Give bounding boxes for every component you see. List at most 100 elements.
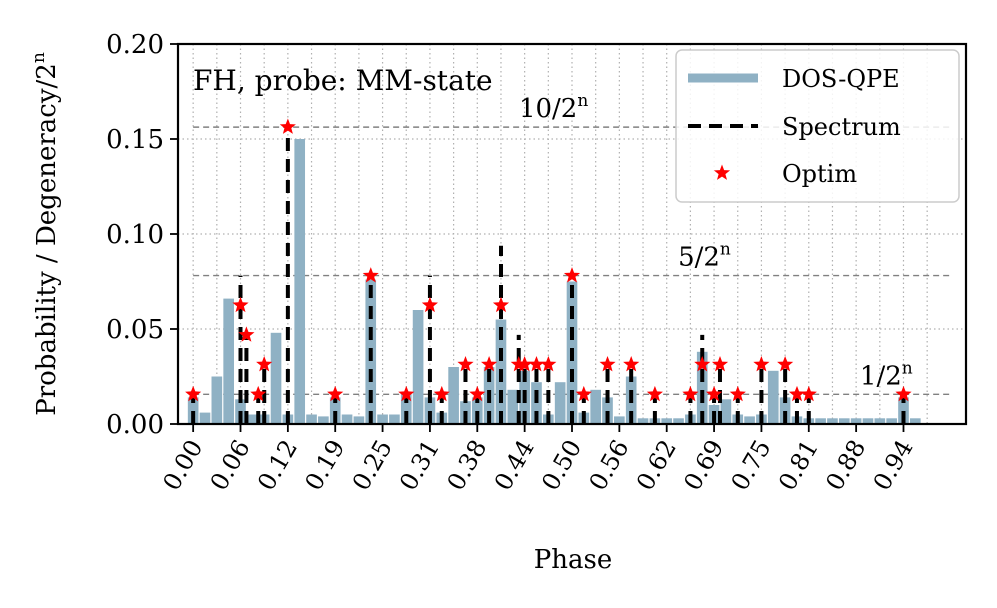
- optim-star: [706, 385, 723, 402]
- optim-star: [682, 385, 699, 402]
- optim-star: [646, 385, 663, 402]
- optim-star: [398, 385, 415, 402]
- optim-star: [256, 356, 273, 372]
- dos-qpe-bar: [389, 414, 400, 424]
- dos-qpe-bar: [400, 393, 412, 424]
- dos-qpe-bar: [779, 397, 791, 424]
- spectrum-lines: [191, 127, 906, 424]
- dos-qpe-bar: [187, 397, 199, 424]
- dos-qpe-bar: [602, 397, 613, 424]
- x-axis-label: Phase: [534, 545, 612, 575]
- optim-star: [599, 356, 616, 372]
- optim-star: [729, 385, 746, 402]
- optim-star: [433, 385, 450, 402]
- dos-qpe-bar: [614, 416, 625, 424]
- y-tick-label: 0.05: [106, 315, 164, 345]
- reference-line-label-sup: n: [577, 91, 588, 111]
- optim-star: [510, 356, 527, 372]
- dos-qpe-bar: [910, 418, 921, 424]
- y-axis-label-main: Probability / Degeneracy/2: [32, 63, 62, 416]
- dos-qpe-bar: [211, 376, 223, 424]
- optim-star: [516, 356, 533, 372]
- dos-qpe-bar: [827, 418, 838, 424]
- legend-dos-qpe-label: DOS-QPE: [782, 65, 900, 93]
- optim-star: [623, 356, 640, 372]
- optim-star: [250, 385, 267, 402]
- optim-star: [232, 296, 249, 313]
- optim-star: [540, 356, 557, 372]
- optim-star: [895, 385, 912, 402]
- y-axis-ticks: 0.00 0.05 0.10 0.15 0.20: [106, 30, 178, 440]
- dos-qpe-bar: [247, 414, 258, 424]
- optim-star: [457, 356, 474, 372]
- legend-box: [675, 49, 960, 203]
- reference-line-label-sup: n: [720, 240, 731, 260]
- y-tick-label: 0.20: [106, 30, 164, 60]
- dos-qpe-bar: [554, 382, 566, 424]
- optim-star: [185, 385, 202, 402]
- dos-qpe-bar: [898, 397, 909, 424]
- optim-star: [711, 356, 729, 372]
- dos-qpe-bar: [448, 367, 459, 424]
- probe-annotation: FH, probe: MM-state: [193, 64, 493, 97]
- optim-star: [481, 356, 498, 372]
- optim-star: [777, 356, 794, 372]
- dos-qpe-bar: [720, 399, 732, 424]
- dos-qpe-bar: [471, 397, 483, 424]
- dos-qpe-bar: [412, 310, 424, 424]
- optim-star: [575, 385, 592, 402]
- dos-qpe-bar: [270, 332, 282, 424]
- dos-qpe-bar: [377, 414, 388, 424]
- dos-qpe-bar: [353, 416, 365, 424]
- dos-qpe-bar: [531, 382, 542, 424]
- dos-qpe-bar: [199, 412, 211, 424]
- reference-line-label-text: 1/2: [860, 361, 902, 391]
- dos-qpe-bar: [886, 418, 897, 424]
- optim-star: [800, 385, 817, 402]
- legend: DOS-QPE Spectrum Optim: [675, 49, 960, 203]
- legend-optim-star: [713, 164, 731, 180]
- dos-qpe-bar: [874, 418, 886, 424]
- reference-line-label-text: 5/2: [678, 243, 720, 273]
- dos-qpe-bar: [696, 351, 708, 424]
- dos-qpe-bar: [815, 418, 826, 424]
- dos-qpe-bar: [341, 414, 353, 424]
- dos-qpe-bar: [329, 397, 341, 424]
- optim-star: [563, 267, 581, 283]
- reference-line-label: 1/2n: [860, 358, 913, 391]
- dos-qpe-bar: [507, 389, 519, 424]
- dos-qpe-bar: [673, 418, 684, 424]
- dos-qpe-bar: [862, 418, 874, 424]
- optim-star: [528, 356, 545, 372]
- optim-star: [421, 296, 438, 313]
- y-tick-label: 0.15: [106, 125, 164, 155]
- y-axis-label-sup: n: [29, 52, 49, 63]
- y-tick-label: 0.10: [106, 220, 164, 250]
- dos-qpe-bar: [318, 416, 329, 424]
- reference-line-label-text: 10/2: [519, 94, 577, 124]
- reference-line-label-sup: n: [902, 358, 913, 378]
- optim-star: [788, 385, 805, 402]
- legend-spectrum-label: Spectrum: [782, 113, 901, 141]
- dos-qpe-bar: [767, 370, 779, 424]
- dos-qpe-bar: [838, 418, 850, 424]
- optim-star: [362, 267, 379, 283]
- dos-qpe-bar: [223, 298, 234, 424]
- optim-markers: [185, 118, 912, 402]
- dos-qpe-bar: [294, 139, 306, 424]
- dos-qpe-bar: [306, 414, 317, 424]
- y-tick-label: 0.00: [106, 410, 164, 440]
- optim-star: [327, 385, 344, 402]
- dos-qpe-bar: [744, 416, 755, 424]
- optim-star: [492, 296, 510, 313]
- y-axis-label: Probability / Degeneracy/2n: [29, 52, 62, 416]
- reference-line-label: 5/2n: [678, 240, 731, 273]
- dos-qpe-bar: [590, 389, 601, 424]
- optim-star: [279, 118, 296, 134]
- reference-line-label: 10/2n: [519, 91, 588, 124]
- dos-qpe-bar: [850, 418, 862, 424]
- optim-star: [694, 356, 711, 372]
- optim-star: [753, 356, 770, 372]
- dos-qpe-bar: [424, 397, 436, 424]
